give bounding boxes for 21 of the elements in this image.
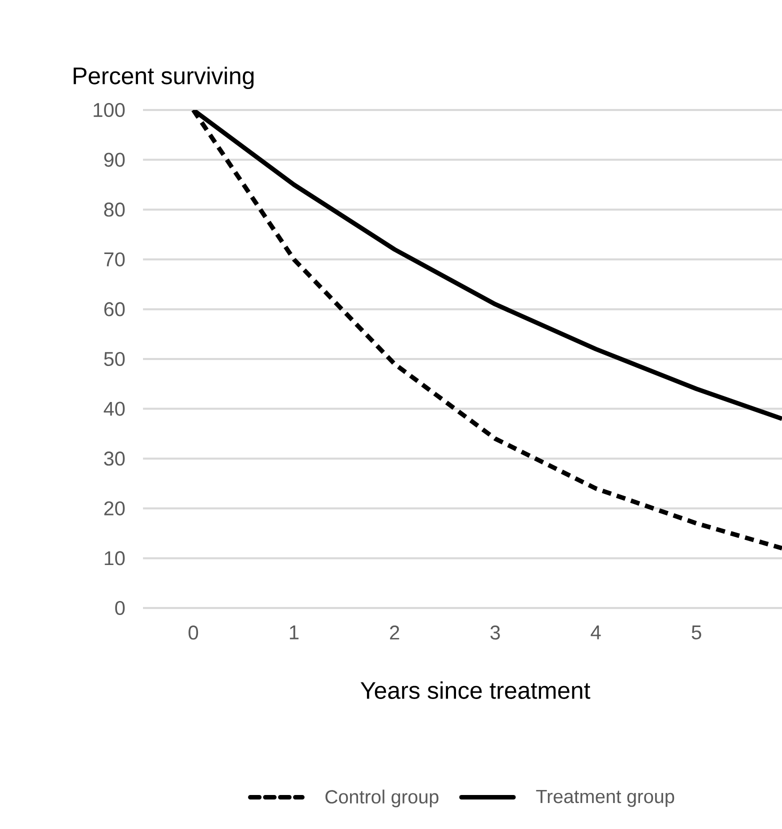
y-axis-title: Percent surviving xyxy=(74,66,254,90)
y-tick-label: 60 xyxy=(104,302,125,316)
legend-label: Control group xyxy=(326,790,438,808)
y-tick-label: 90 xyxy=(104,152,125,167)
y-tick-label: 20 xyxy=(104,501,125,516)
y-tick-label: 100 xyxy=(94,102,125,118)
y-tick-label: 50 xyxy=(104,352,125,366)
x-tick-label: 4 xyxy=(590,626,601,640)
y-tick-label: 40 xyxy=(104,402,125,416)
x-tick-label: 0 xyxy=(188,626,198,640)
x-tick-label: 3 xyxy=(490,626,500,640)
y-tick-label: 0 xyxy=(115,600,125,616)
x-tick-label: 1 xyxy=(290,626,299,640)
y-tick-label: 70 xyxy=(104,252,125,266)
y-tick-label: 30 xyxy=(104,452,125,466)
x-tick-label: 2 xyxy=(390,626,400,640)
x-tick-label: 5 xyxy=(692,626,702,640)
y-tick-label: 10 xyxy=(104,551,125,566)
y-tick-label: 80 xyxy=(104,202,125,217)
legend-label: Treatment group xyxy=(536,790,674,807)
x-axis-title: Years since treatment xyxy=(360,681,590,699)
